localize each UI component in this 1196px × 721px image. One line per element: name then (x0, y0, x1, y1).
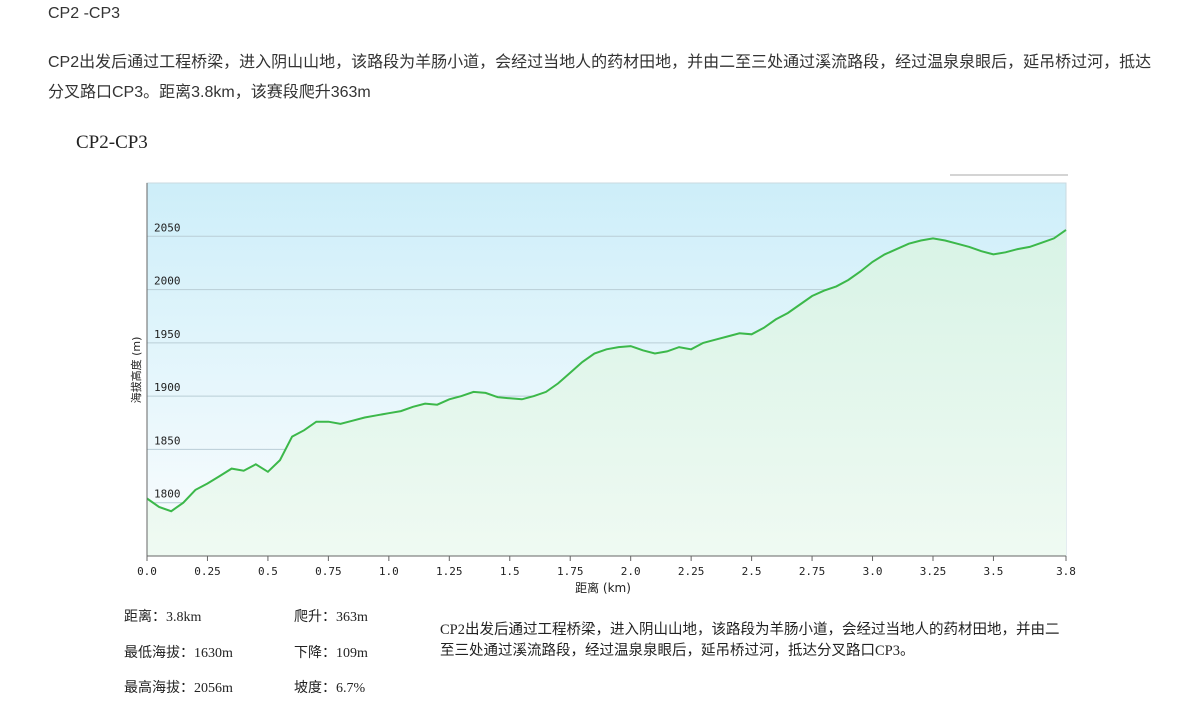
chart-title: CP2-CP3 (76, 132, 148, 153)
stat-slope: 坡度：6.7% (294, 681, 366, 696)
x-tick-label: 3.5 (984, 565, 1004, 578)
x-tick-label: 0.5 (258, 565, 278, 578)
x-tick-labels: 0.0 0.25 0.5 0.75 1.0 1.25 1.5 1.75 2.0 2.25 2.5 2.… (137, 556, 1076, 578)
elevation-line (146, 229, 1067, 513)
x-tick-label: 2.5 (742, 565, 762, 578)
y-tick-label: 1950 (154, 328, 181, 341)
x-tick-label: 2.25 (678, 565, 705, 578)
y-tick-labels: 1800 1850 1900 1950 2000 2050 (154, 221, 181, 500)
x-tick-label: 3.25 (920, 565, 947, 578)
x-tick-label: 1.5 (500, 565, 520, 578)
x-tick-label: 0.0 (137, 565, 157, 578)
y-tick-label: 1800 (154, 488, 181, 501)
y-tick-label: 2050 (154, 221, 181, 234)
stat-climb: 爬升：363m (294, 610, 368, 625)
x-tick-label: 1.0 (379, 565, 399, 578)
elevation-area (147, 229, 1066, 556)
y-tick-label: 1900 (154, 381, 181, 394)
x-tick-label: 3.8 (1056, 565, 1076, 578)
x-tick-label: 2.0 (621, 565, 641, 578)
x-tick-label: 1.25 (436, 565, 463, 578)
y-tick-label: 1850 (154, 434, 181, 447)
x-tick-label: 0.75 (315, 565, 342, 578)
stat-descent: 下降：109m (294, 646, 368, 661)
section-paragraph: CP2出发后通过工程桥梁，进入阴山山地，该路段为羊肠小道，会经过当地人的药材田地… (48, 54, 1152, 101)
section-heading: CP2 -CP3 (48, 5, 121, 22)
stat-min-altitude: 最低海拔：1630m (124, 646, 233, 661)
x-tick-label: 3.0 (863, 565, 883, 578)
x-tick-label: 0.25 (194, 565, 221, 578)
x-tick-label: 1.75 (557, 565, 584, 578)
y-axis-label: 海拔高度 (m) (129, 337, 143, 404)
x-axis-label: 距离 (km) (575, 580, 631, 595)
x-tick-label: 2.75 (799, 565, 826, 578)
route-description: CP2出发后通过工程桥梁，进入阴山山地，该路段为羊肠小道，会经过当地人的药材田地… (440, 622, 1060, 659)
stat-distance: 距离：3.8km (124, 610, 202, 625)
stat-max-altitude: 最高海拔：2056m (124, 681, 233, 696)
y-tick-label: 2000 (154, 275, 181, 288)
